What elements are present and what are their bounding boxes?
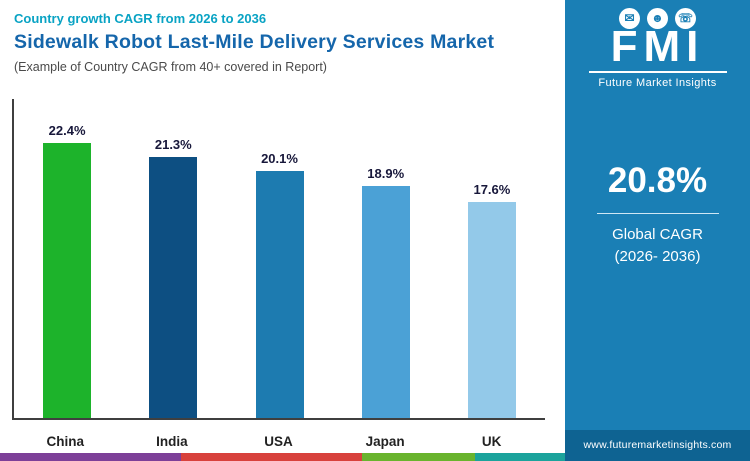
header: Country growth CAGR from 2026 to 2036 Si…	[0, 0, 565, 74]
stripe-segment	[0, 453, 181, 461]
bar-japan[interactable]	[361, 186, 410, 418]
bar-group: 17.6%	[439, 99, 545, 418]
bar-usa[interactable]	[255, 171, 304, 418]
global-cagr-stat: 20.8% Global CAGR (2026- 2036)	[596, 161, 719, 268]
bar-uk[interactable]	[467, 202, 516, 418]
bar-value-label: 17.6%	[473, 182, 511, 198]
bar-value-label: 20.1%	[261, 151, 298, 167]
bar-group: 21.3%	[120, 99, 226, 418]
website-bar[interactable]: www.futuremarketinsights.com	[565, 430, 750, 461]
chart-section: Country growth CAGR from 2026 to 2036 Si…	[0, 0, 565, 461]
bar-value-label: 18.9%	[367, 166, 405, 182]
person-icon: ☻	[647, 8, 668, 29]
side-panel: ✉ ☻ ☏ FMI Future Market Insights 20.8% Glo…	[565, 0, 750, 461]
bar-group: 20.1%	[226, 99, 332, 418]
logo-tagline: Future Market Insights	[598, 77, 717, 89]
page-title: Sidewalk Robot Last-Mile Delivery Servic…	[14, 31, 495, 53]
envelope-icon: ✉	[619, 8, 640, 29]
category-labels-row: China India USA Japan UK	[12, 434, 545, 449]
bars-row: 22.4% 21.3% 20.1% 18.9% 17.6%	[14, 99, 545, 418]
stat-value: 20.8%	[607, 161, 708, 200]
phone-icon: ☏	[675, 8, 696, 29]
logo-brand: FMI	[610, 22, 705, 71]
website-url[interactable]: www.futuremarketinsights.com	[583, 439, 732, 451]
page-subtitle: (Example of Country CAGR from 40+ covere…	[14, 60, 327, 74]
category-label: India	[156, 434, 188, 449]
category-label: China	[46, 434, 85, 449]
bar-value-label: 21.3%	[154, 136, 192, 152]
category-label: UK	[481, 434, 502, 449]
bar-group: 18.9%	[333, 99, 439, 418]
stat-caption: Global CAGR (2026- 2036)	[597, 224, 719, 268]
chart-eyebrow: Country growth CAGR from 2026 to 2036	[14, 11, 267, 26]
category-label: USA	[264, 434, 293, 449]
bar-india[interactable]	[149, 156, 198, 418]
stripe-segment	[180, 453, 362, 461]
stat-caption-line2: (2026- 2036)	[614, 247, 701, 265]
footer-stripe	[0, 453, 565, 461]
fmi-logo: ✉ ☻ ☏ FMI Future Market Insights	[588, 8, 727, 89]
bar-chart: 22.4% 21.3% 20.1% 18.9% 17.6%	[12, 99, 545, 420]
stripe-segment	[361, 453, 475, 461]
stripe-segment	[474, 453, 565, 461]
stat-caption-line1: Global CAGR	[612, 226, 703, 243]
logo-icons: ✉ ☻ ☏	[589, 8, 727, 29]
stat-divider	[596, 213, 719, 214]
logo-divider	[588, 71, 727, 73]
category-label: Japan	[365, 434, 405, 449]
bar-group: 22.4%	[14, 99, 120, 418]
bar-china[interactable]	[43, 143, 92, 418]
bar-value-label: 22.4%	[48, 123, 86, 139]
